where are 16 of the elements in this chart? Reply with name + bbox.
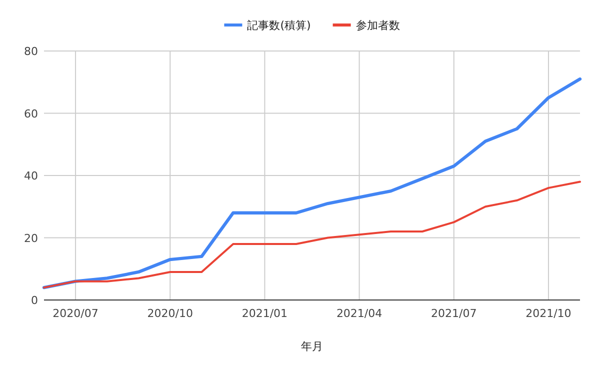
x-tick-label: 2021/04 (336, 307, 382, 320)
line-series (42, 77, 582, 290)
y-tick-label: 0 (31, 294, 38, 307)
legend-label: 記事数(積算) (247, 19, 311, 32)
line-series (43, 180, 581, 289)
y-tick-label: 20 (24, 232, 38, 245)
x-tick-label: 2020/07 (52, 307, 98, 320)
y-tick-label: 80 (24, 45, 38, 58)
x-axis-title: 年月 (301, 340, 323, 353)
legend-label: 参加者数 (356, 19, 400, 32)
x-tick-label: 2020/10 (147, 307, 193, 320)
x-tick-label: 2021/07 (431, 307, 477, 320)
y-tick-label: 40 (24, 170, 38, 182)
x-tick-label: 2021/01 (242, 307, 288, 320)
y-tick-label: 60 (24, 107, 38, 120)
x-tick-label: 2021/10 (526, 307, 572, 320)
